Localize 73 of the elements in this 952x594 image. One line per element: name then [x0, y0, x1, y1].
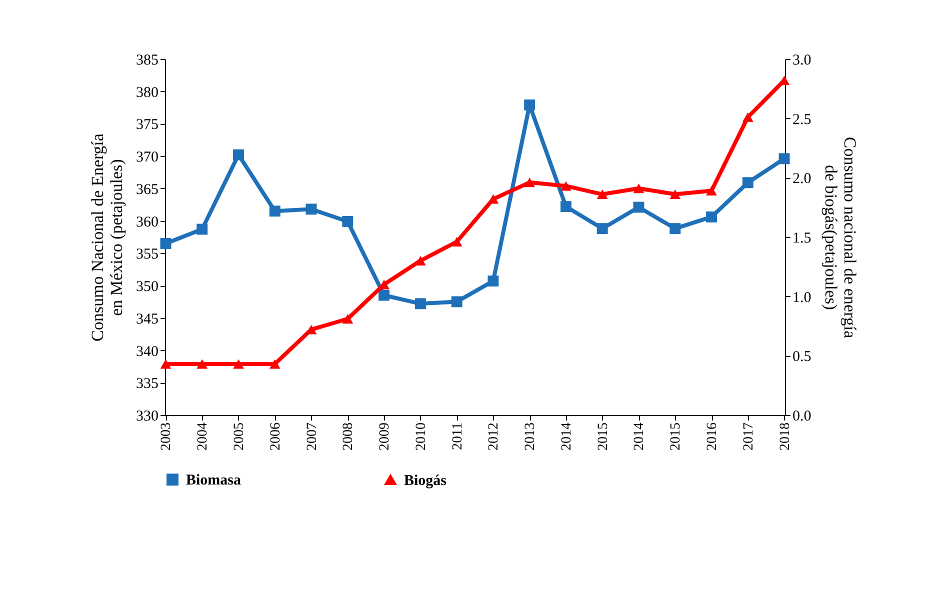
point [670, 223, 681, 234]
x-tick-label: 2015 [596, 422, 611, 450]
y2-tick-label: 1.0 [792, 290, 812, 306]
x-tick-label: 2009 [378, 422, 393, 450]
x-tick-label: 2006 [268, 422, 284, 450]
point [560, 201, 572, 212]
point [160, 238, 172, 249]
y2-tick-label: 1.5 [792, 230, 812, 246]
y-tick-label: 340 [136, 344, 158, 360]
point [633, 202, 644, 213]
x-tick-label: 2012 [486, 422, 502, 450]
y2-tick-label: 2.0 [792, 171, 812, 188]
point [451, 296, 462, 308]
point [778, 153, 790, 164]
x-tick-label: 2017 [741, 422, 756, 450]
point [451, 237, 462, 246]
y-tick-label: 360 [136, 214, 158, 230]
point [488, 194, 499, 204]
y-axis-title: Consumo Nacional de Energía en México (petajoules) [88, 133, 126, 342]
point [488, 276, 499, 286]
point [342, 314, 354, 324]
point [596, 190, 608, 200]
point [196, 224, 208, 235]
y-tick-label: 370 [136, 150, 158, 166]
x-tick-label: 2008 [341, 422, 356, 450]
x-tick-label: 2014 [632, 422, 648, 450]
x-tick-label: 2004 [196, 422, 211, 450]
point [706, 211, 717, 222]
point [742, 177, 754, 188]
x-tick-label: 2018 [778, 422, 793, 450]
point [524, 99, 536, 110]
y-tick-label: 385 [136, 52, 158, 68]
y-tick-label: 380 [136, 84, 158, 101]
x-tick-label: 2014 [559, 422, 574, 450]
y-tick-label: 350 [136, 279, 158, 296]
point [596, 223, 608, 234]
point [742, 112, 754, 122]
point [306, 204, 317, 215]
legend-label: Biomasa [186, 472, 242, 489]
point [196, 359, 208, 369]
y2-tick-label: 0.0 [792, 408, 812, 424]
point [269, 206, 280, 217]
x-tick-label: 2010 [414, 422, 429, 450]
y-tick-label: 335 [136, 376, 158, 392]
x-tick-label: 2011 [450, 422, 466, 450]
y2-tick-label: 0.5 [792, 349, 812, 366]
legend-label: Biogás [404, 472, 447, 489]
x-tick-label: 2013 [523, 422, 538, 450]
point [670, 190, 681, 200]
point [560, 181, 572, 191]
point [342, 216, 354, 227]
x-tick-label: 2003 [159, 422, 174, 450]
point [524, 178, 536, 188]
point [378, 290, 390, 301]
point [160, 359, 172, 369]
y-tick-label: 365 [136, 182, 158, 198]
y-tick-label: 330 [136, 408, 158, 424]
y2-axis-title: Consumo nacional de energía de biogás(petajoules) [821, 136, 860, 339]
y-tick-label: 355 [136, 246, 158, 263]
y2-tick-label: 3.0 [792, 52, 812, 68]
point [269, 359, 280, 369]
x-tick-label: 2016 [705, 422, 720, 450]
point [414, 298, 426, 310]
point [233, 149, 244, 160]
x-tick-label: 2015 [668, 422, 684, 450]
point [233, 359, 244, 369]
x-tick-label: 2005 [232, 422, 247, 450]
y2-tick-label: 2.5 [792, 112, 812, 128]
point [706, 186, 717, 196]
x-tick-label: 2007 [304, 422, 320, 450]
y-tick-label: 345 [136, 311, 158, 328]
y-tick-label: 375 [136, 117, 158, 134]
point [633, 184, 644, 194]
